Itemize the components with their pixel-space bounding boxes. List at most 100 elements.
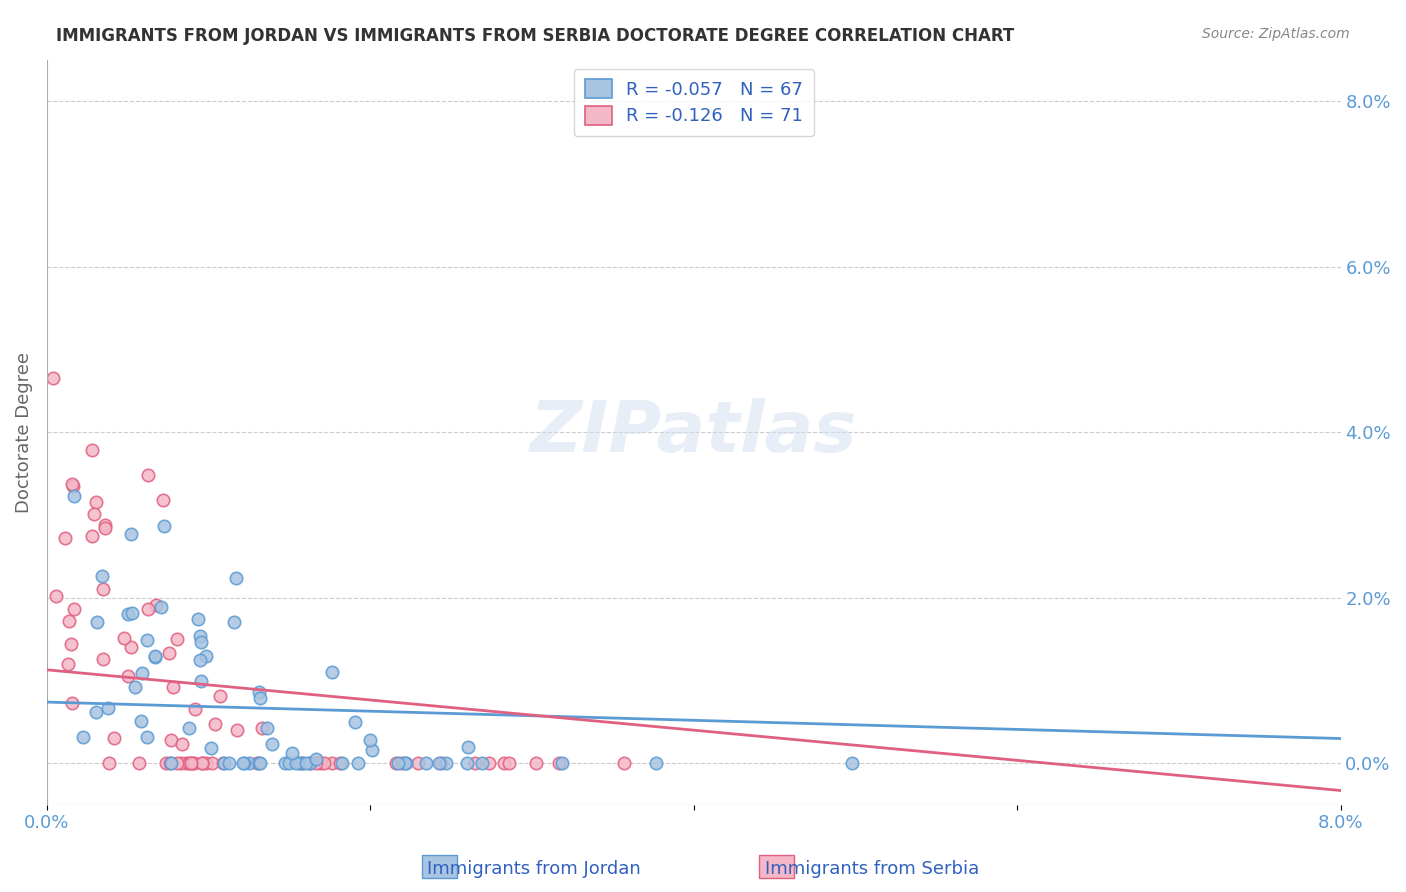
Point: [343, 714, 366, 729]
Point: [80, 529, 103, 543]
Point: [159, 733, 181, 747]
Point: [295, 756, 318, 771]
Point: [184, 702, 207, 716]
Point: [149, 599, 172, 614]
Point: [548, 756, 571, 771]
Point: [247, 756, 270, 771]
Point: [305, 756, 328, 771]
Point: [129, 714, 152, 729]
Point: [249, 756, 271, 771]
Point: [195, 648, 218, 663]
Point: [238, 756, 260, 771]
Point: [395, 756, 418, 771]
Point: [90, 569, 112, 583]
Point: [526, 756, 548, 771]
Point: [58, 614, 80, 628]
Point: [82, 443, 104, 458]
Point: [247, 685, 270, 699]
Point: [359, 733, 381, 747]
Point: [94, 521, 117, 535]
Point: [162, 681, 184, 695]
Y-axis label: Doctorate Degree: Doctorate Degree: [15, 351, 32, 513]
Point: [209, 690, 232, 704]
Point: [124, 680, 146, 694]
Point: [187, 612, 209, 626]
Point: [181, 756, 204, 771]
Point: [645, 756, 668, 771]
Point: [312, 756, 335, 771]
Point: [42, 370, 65, 384]
Point: [112, 631, 135, 645]
Point: [93, 518, 115, 533]
Point: [84, 705, 107, 719]
Point: [191, 756, 214, 771]
Point: [145, 650, 167, 665]
Point: [166, 756, 188, 771]
Point: [45, 589, 67, 603]
Point: [288, 756, 311, 771]
Point: [179, 756, 201, 771]
Point: [464, 756, 486, 771]
Point: [436, 756, 458, 771]
Point: [55, 532, 77, 546]
Point: [204, 717, 226, 731]
Point: [177, 721, 200, 735]
Point: [136, 467, 159, 482]
Text: Source: ZipAtlas.com: Source: ZipAtlas.com: [1202, 27, 1350, 41]
Point: [250, 721, 273, 735]
Point: [291, 756, 314, 771]
Point: [83, 507, 105, 521]
Point: [430, 756, 453, 771]
Point: [91, 652, 114, 666]
Point: [60, 637, 83, 651]
Point: [494, 756, 516, 771]
Point: [249, 690, 271, 705]
Point: [170, 737, 193, 751]
Point: [145, 599, 167, 613]
Point: [166, 632, 188, 647]
Point: [427, 756, 450, 771]
Point: [190, 653, 212, 667]
Point: [160, 756, 183, 771]
Point: [347, 756, 370, 771]
Point: [232, 756, 254, 771]
Point: [86, 615, 108, 629]
Point: [478, 756, 501, 771]
Point: [131, 665, 153, 680]
Point: [385, 756, 408, 771]
Point: [117, 668, 139, 682]
Point: [613, 756, 636, 771]
Point: [84, 495, 107, 509]
Point: [159, 756, 181, 771]
Point: [391, 756, 413, 771]
Point: [274, 756, 297, 771]
Point: [225, 571, 247, 585]
Point: [145, 648, 167, 663]
Point: [155, 756, 177, 771]
Point: [551, 756, 574, 771]
Point: [60, 477, 83, 491]
Point: [188, 630, 211, 644]
Point: [190, 635, 212, 649]
Point: [174, 756, 197, 771]
Point: [152, 493, 174, 508]
Point: [498, 756, 520, 771]
Point: [170, 756, 193, 771]
Point: [103, 731, 125, 745]
Point: [91, 582, 114, 597]
Point: [387, 756, 409, 771]
Point: [226, 723, 249, 738]
Text: IMMIGRANTS FROM JORDAN VS IMMIGRANTS FROM SERBIA DOCTORATE DEGREE CORRELATION CH: IMMIGRANTS FROM JORDAN VS IMMIGRANTS FRO…: [56, 27, 1015, 45]
Point: [330, 756, 353, 771]
Point: [309, 756, 332, 771]
Point: [153, 519, 176, 533]
Point: [63, 602, 86, 616]
Point: [157, 646, 180, 660]
Point: [321, 665, 343, 680]
Point: [222, 615, 245, 629]
Point: [321, 756, 343, 771]
Point: [120, 527, 142, 541]
Point: [58, 657, 80, 671]
Point: [183, 756, 205, 771]
Point: [72, 730, 94, 744]
